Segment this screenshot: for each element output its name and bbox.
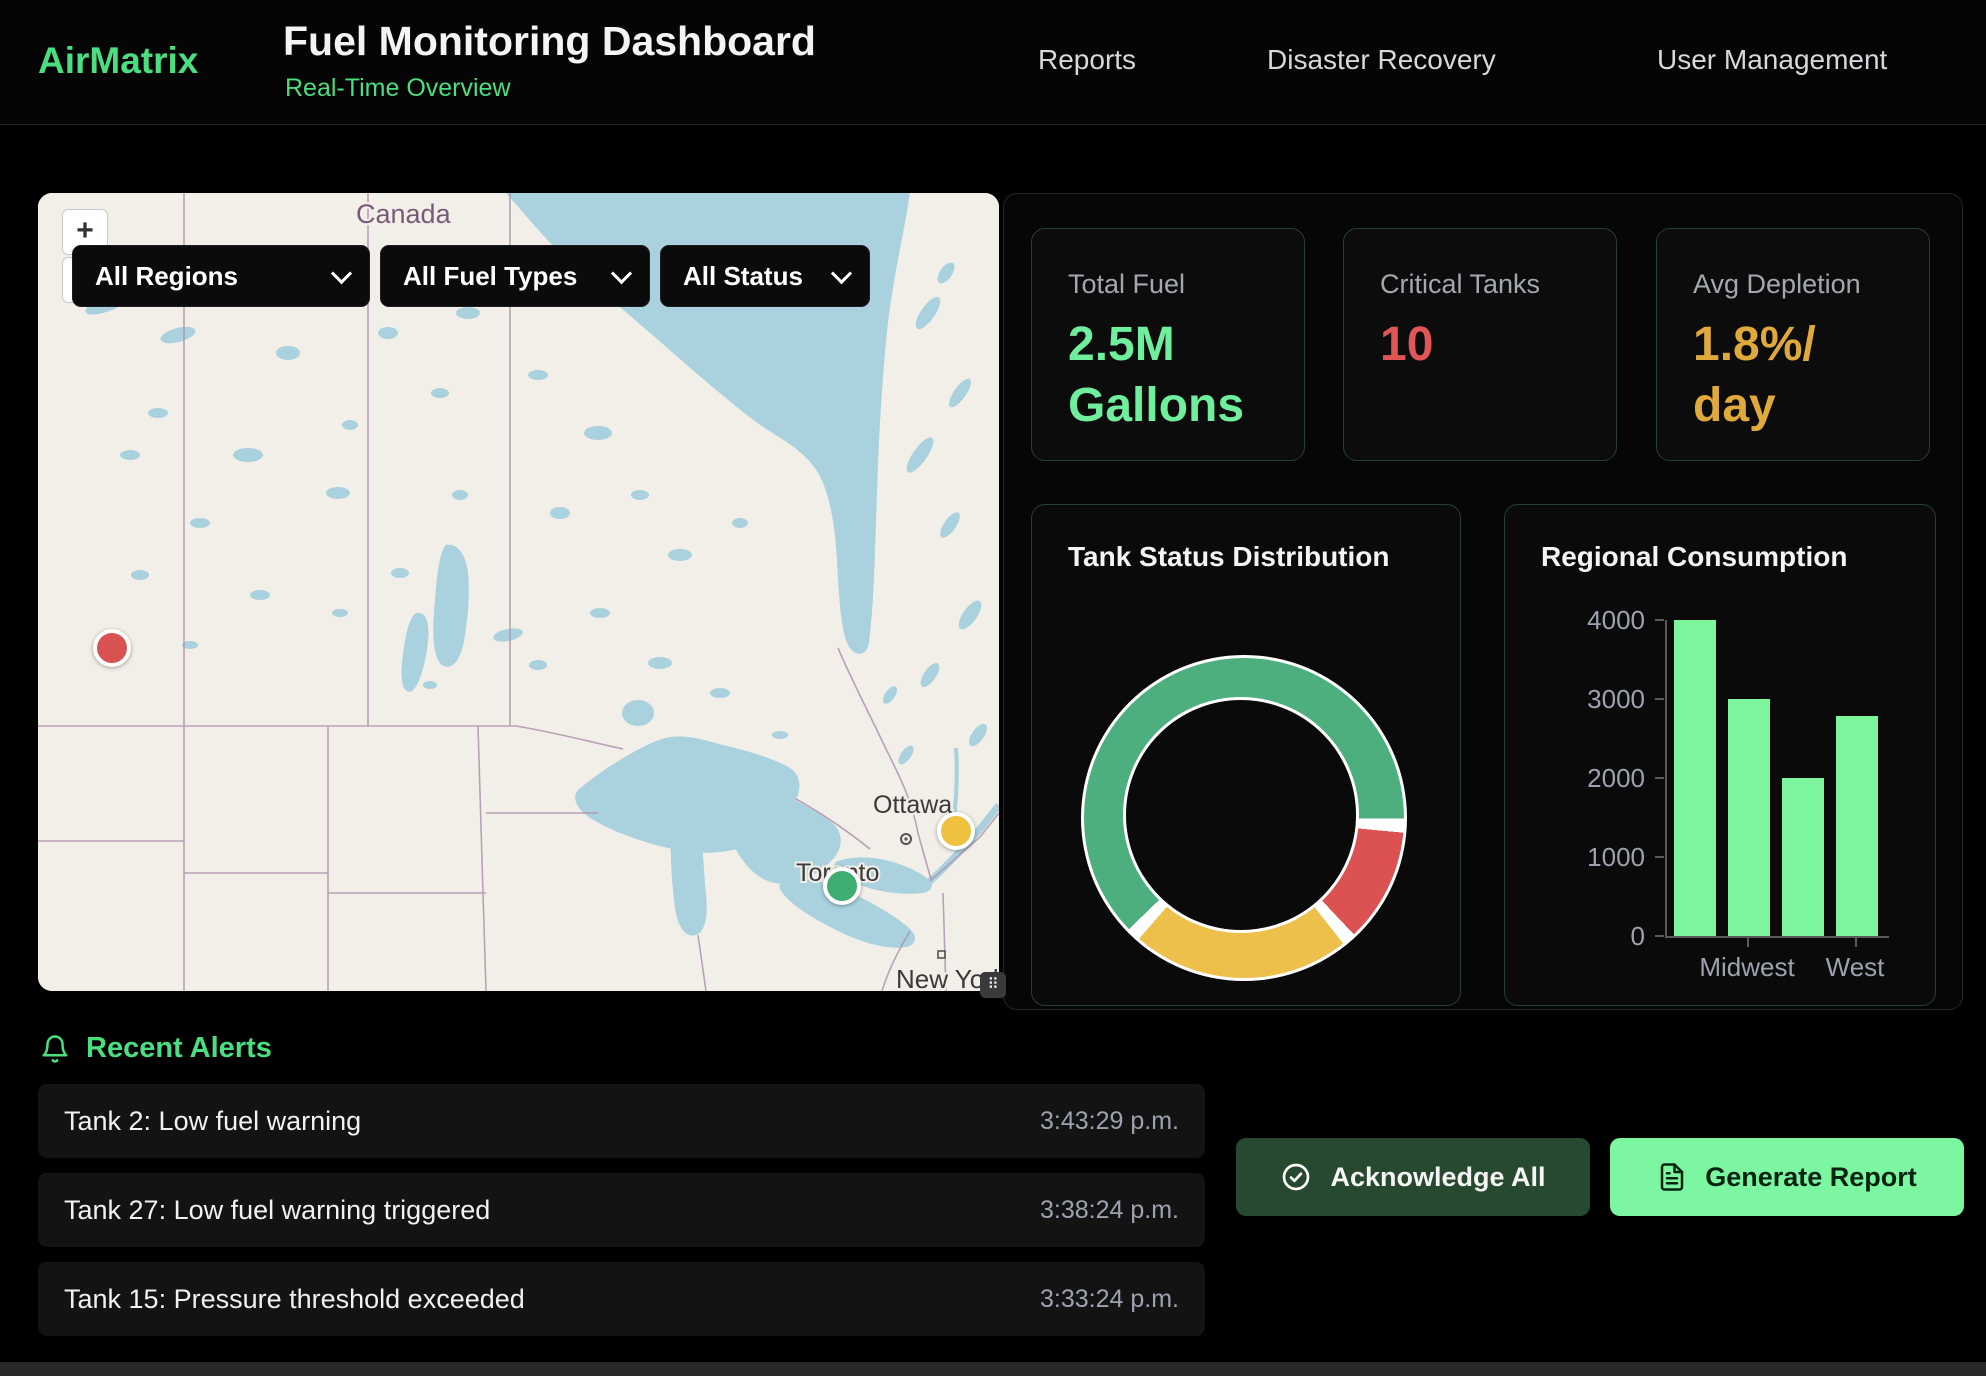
bar-region-3 [1782, 778, 1824, 936]
alert-text: Tank 2: Low fuel warning [64, 1105, 362, 1136]
map-filter-row: All Regions All Fuel Types All Status [72, 245, 870, 307]
app-header: AirMatrix Fuel Monitoring Dashboard Real… [0, 0, 1986, 125]
report-document-icon [1660, 1163, 1684, 1191]
bell-icon [42, 1034, 68, 1063]
bar-region-1 [1674, 620, 1716, 936]
y-axis-tick: 1000 [1587, 842, 1645, 872]
stat-label: Critical Tanks [1380, 269, 1541, 299]
y-axis-tick: 3000 [1587, 684, 1645, 714]
alert-text: Tank 27: Low fuel warning triggered [64, 1194, 491, 1225]
regional-consumption-chart-card: Regional Consumption 4000 3000 2000 1000… [1504, 504, 1936, 1006]
bar-plot-area [1665, 620, 1889, 938]
generate-report-button[interactable]: Generate Report [1610, 1138, 1964, 1216]
generate-report-label: Generate Report [1705, 1161, 1917, 1192]
stat-label: Total Fuel [1068, 269, 1186, 299]
stat-value: 1.8%/day [1693, 318, 1816, 433]
nav-user-management[interactable]: User Management [1657, 44, 1888, 75]
footer-bar [0, 1362, 1986, 1376]
brand-logo: AirMatrix [38, 40, 199, 81]
fuel-type-filter-select[interactable]: All Fuel Types [380, 245, 650, 307]
alert-row: Tank 15: Pressure threshold exceeded 3:3… [38, 1262, 1205, 1336]
chevron-down-icon [610, 262, 633, 284]
fuel-type-filter-value: All Fuel Types [403, 260, 578, 291]
y-axis-dash [1655, 856, 1664, 858]
alert-text: Tank 15: Pressure threshold exceeded [64, 1283, 525, 1314]
region-filter-value: All Regions [95, 260, 239, 291]
tank-marker-warning[interactable] [937, 812, 975, 850]
tank-status-chart-card: Tank Status Distribution [1031, 504, 1461, 1006]
status-filter-value: All Status [683, 260, 803, 291]
page-title: Fuel Monitoring Dashboard [283, 18, 816, 64]
stat-value: 10 [1380, 318, 1434, 371]
check-circle-icon [1283, 1163, 1310, 1191]
y-axis-dash [1655, 777, 1664, 779]
acknowledge-all-label: Acknowledge All [1330, 1161, 1546, 1192]
x-axis-dash [1855, 938, 1857, 947]
region-filter-select[interactable]: All Regions [72, 245, 370, 307]
page-subtitle: Real-Time Overview [285, 74, 511, 102]
tank-marker-normal[interactable] [823, 867, 861, 905]
chart-title: Tank Status Distribution [1068, 541, 1390, 572]
y-axis-tick: 2000 [1587, 763, 1645, 793]
stat-card-avg-depletion: Avg Depletion 1.8%/day [1656, 228, 1930, 461]
tank-marker-critical[interactable] [93, 629, 131, 667]
nav-reports[interactable]: Reports [1038, 44, 1137, 75]
chevron-down-icon [830, 262, 853, 284]
chevron-down-icon [330, 262, 353, 284]
x-category-midwest: Midwest [1699, 952, 1795, 982]
dashboard-panel: Total Fuel 2.5M Gallons Critical Tanks 10… [1003, 193, 1963, 1010]
alert-time: 3:33:24 p.m. [1040, 1284, 1179, 1313]
bar-region-west [1836, 716, 1878, 936]
alert-time: 3:38:24 p.m. [1040, 1195, 1179, 1224]
stat-card-critical-tanks: Critical Tanks 10 [1343, 228, 1617, 461]
x-category-west: West [1825, 952, 1885, 982]
map-label-canada: Canada [356, 199, 452, 229]
alert-time: 3:43:29 p.m. [1040, 1106, 1179, 1135]
nav-disaster-recovery[interactable]: Disaster Recovery [1267, 44, 1496, 75]
map-canvas[interactable]: Canada Ottawa Toronto New York + − All R… [38, 193, 999, 991]
status-filter-select[interactable]: All Status [660, 245, 870, 307]
donut-chart [1081, 655, 1407, 981]
x-axis-dash [1747, 938, 1749, 947]
alert-row: Tank 27: Low fuel warning triggered 3:38… [38, 1173, 1205, 1247]
acknowledge-all-button[interactable]: Acknowledge All [1236, 1138, 1590, 1216]
alerts-title: Recent Alerts [86, 1032, 272, 1064]
y-axis-tick: 4000 [1587, 605, 1645, 635]
map-attribution-button[interactable]: ⠿ [980, 972, 1006, 998]
y-axis-dash [1655, 619, 1664, 621]
recent-alerts-header: Recent Alerts [40, 1032, 272, 1065]
stat-value: 2.5M Gallons [1068, 318, 1245, 433]
chart-title: Regional Consumption [1541, 541, 1848, 572]
donut-hole [1123, 697, 1359, 933]
y-axis-dash [1655, 698, 1664, 700]
stat-label: Avg Depletion [1693, 269, 1861, 299]
alert-row: Tank 2: Low fuel warning 3:43:29 p.m. [38, 1084, 1205, 1158]
stat-card-total-fuel: Total Fuel 2.5M Gallons [1031, 228, 1305, 461]
y-axis-dash [1655, 935, 1664, 937]
y-axis-tick: 0 [1630, 921, 1645, 951]
bar-region-midwest [1728, 699, 1770, 936]
map-label-ottawa: Ottawa [873, 791, 952, 819]
